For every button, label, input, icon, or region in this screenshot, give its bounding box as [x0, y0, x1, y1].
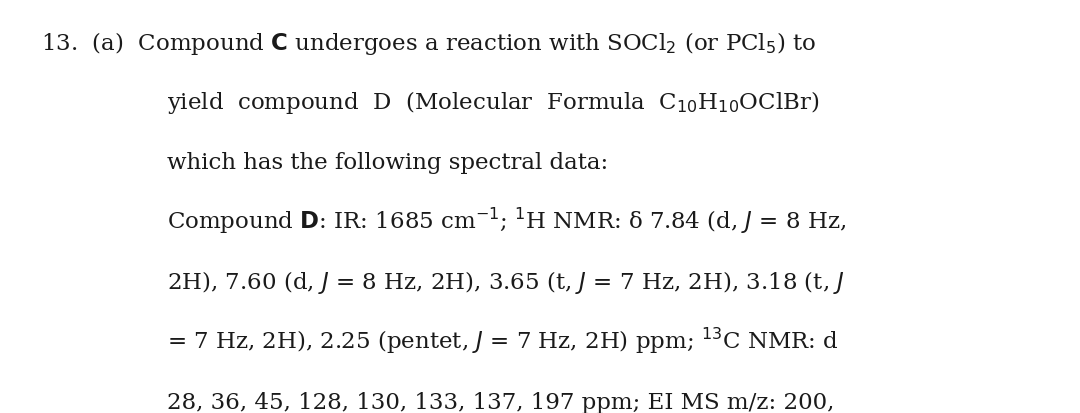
Text: yield  compound  D  (Molecular  Formula  C$_{10}$H$_{10}$OClBr): yield compound D (Molecular Formula C$_{…	[167, 90, 820, 116]
Text: 2H), 7.60 (d, $J$ = 8 Hz, 2H), 3.65 (t, $J$ = 7 Hz, 2H), 3.18 (t, $J$: 2H), 7.60 (d, $J$ = 8 Hz, 2H), 3.65 (t, …	[167, 269, 845, 296]
Text: which has the following spectral data:: which has the following spectral data:	[167, 152, 609, 174]
Text: 13.  (a)  Compound $\mathbf{C}$ undergoes a reaction with SOCl$_2$ (or PCl$_5$) : 13. (a) Compound $\mathbf{C}$ undergoes …	[41, 30, 816, 57]
Text: Compound $\mathbf{D}$: IR: 1685 cm$^{-1}$; $^1$H NMR: δ 7.84 (d, $J$ = 8 Hz,: Compound $\mathbf{D}$: IR: 1685 cm$^{-1}…	[167, 206, 847, 236]
Text: = 7 Hz, 2H), 2.25 (pentet, $J$ = 7 Hz, 2H) ppm; $^{13}$C NMR: d: = 7 Hz, 2H), 2.25 (pentet, $J$ = 7 Hz, 2…	[167, 326, 839, 356]
Text: 28, 36, 45, 128, 130, 133, 137, 197 ppm; EI MS m/z: 200,: 28, 36, 45, 128, 130, 133, 137, 197 ppm;…	[167, 392, 835, 413]
